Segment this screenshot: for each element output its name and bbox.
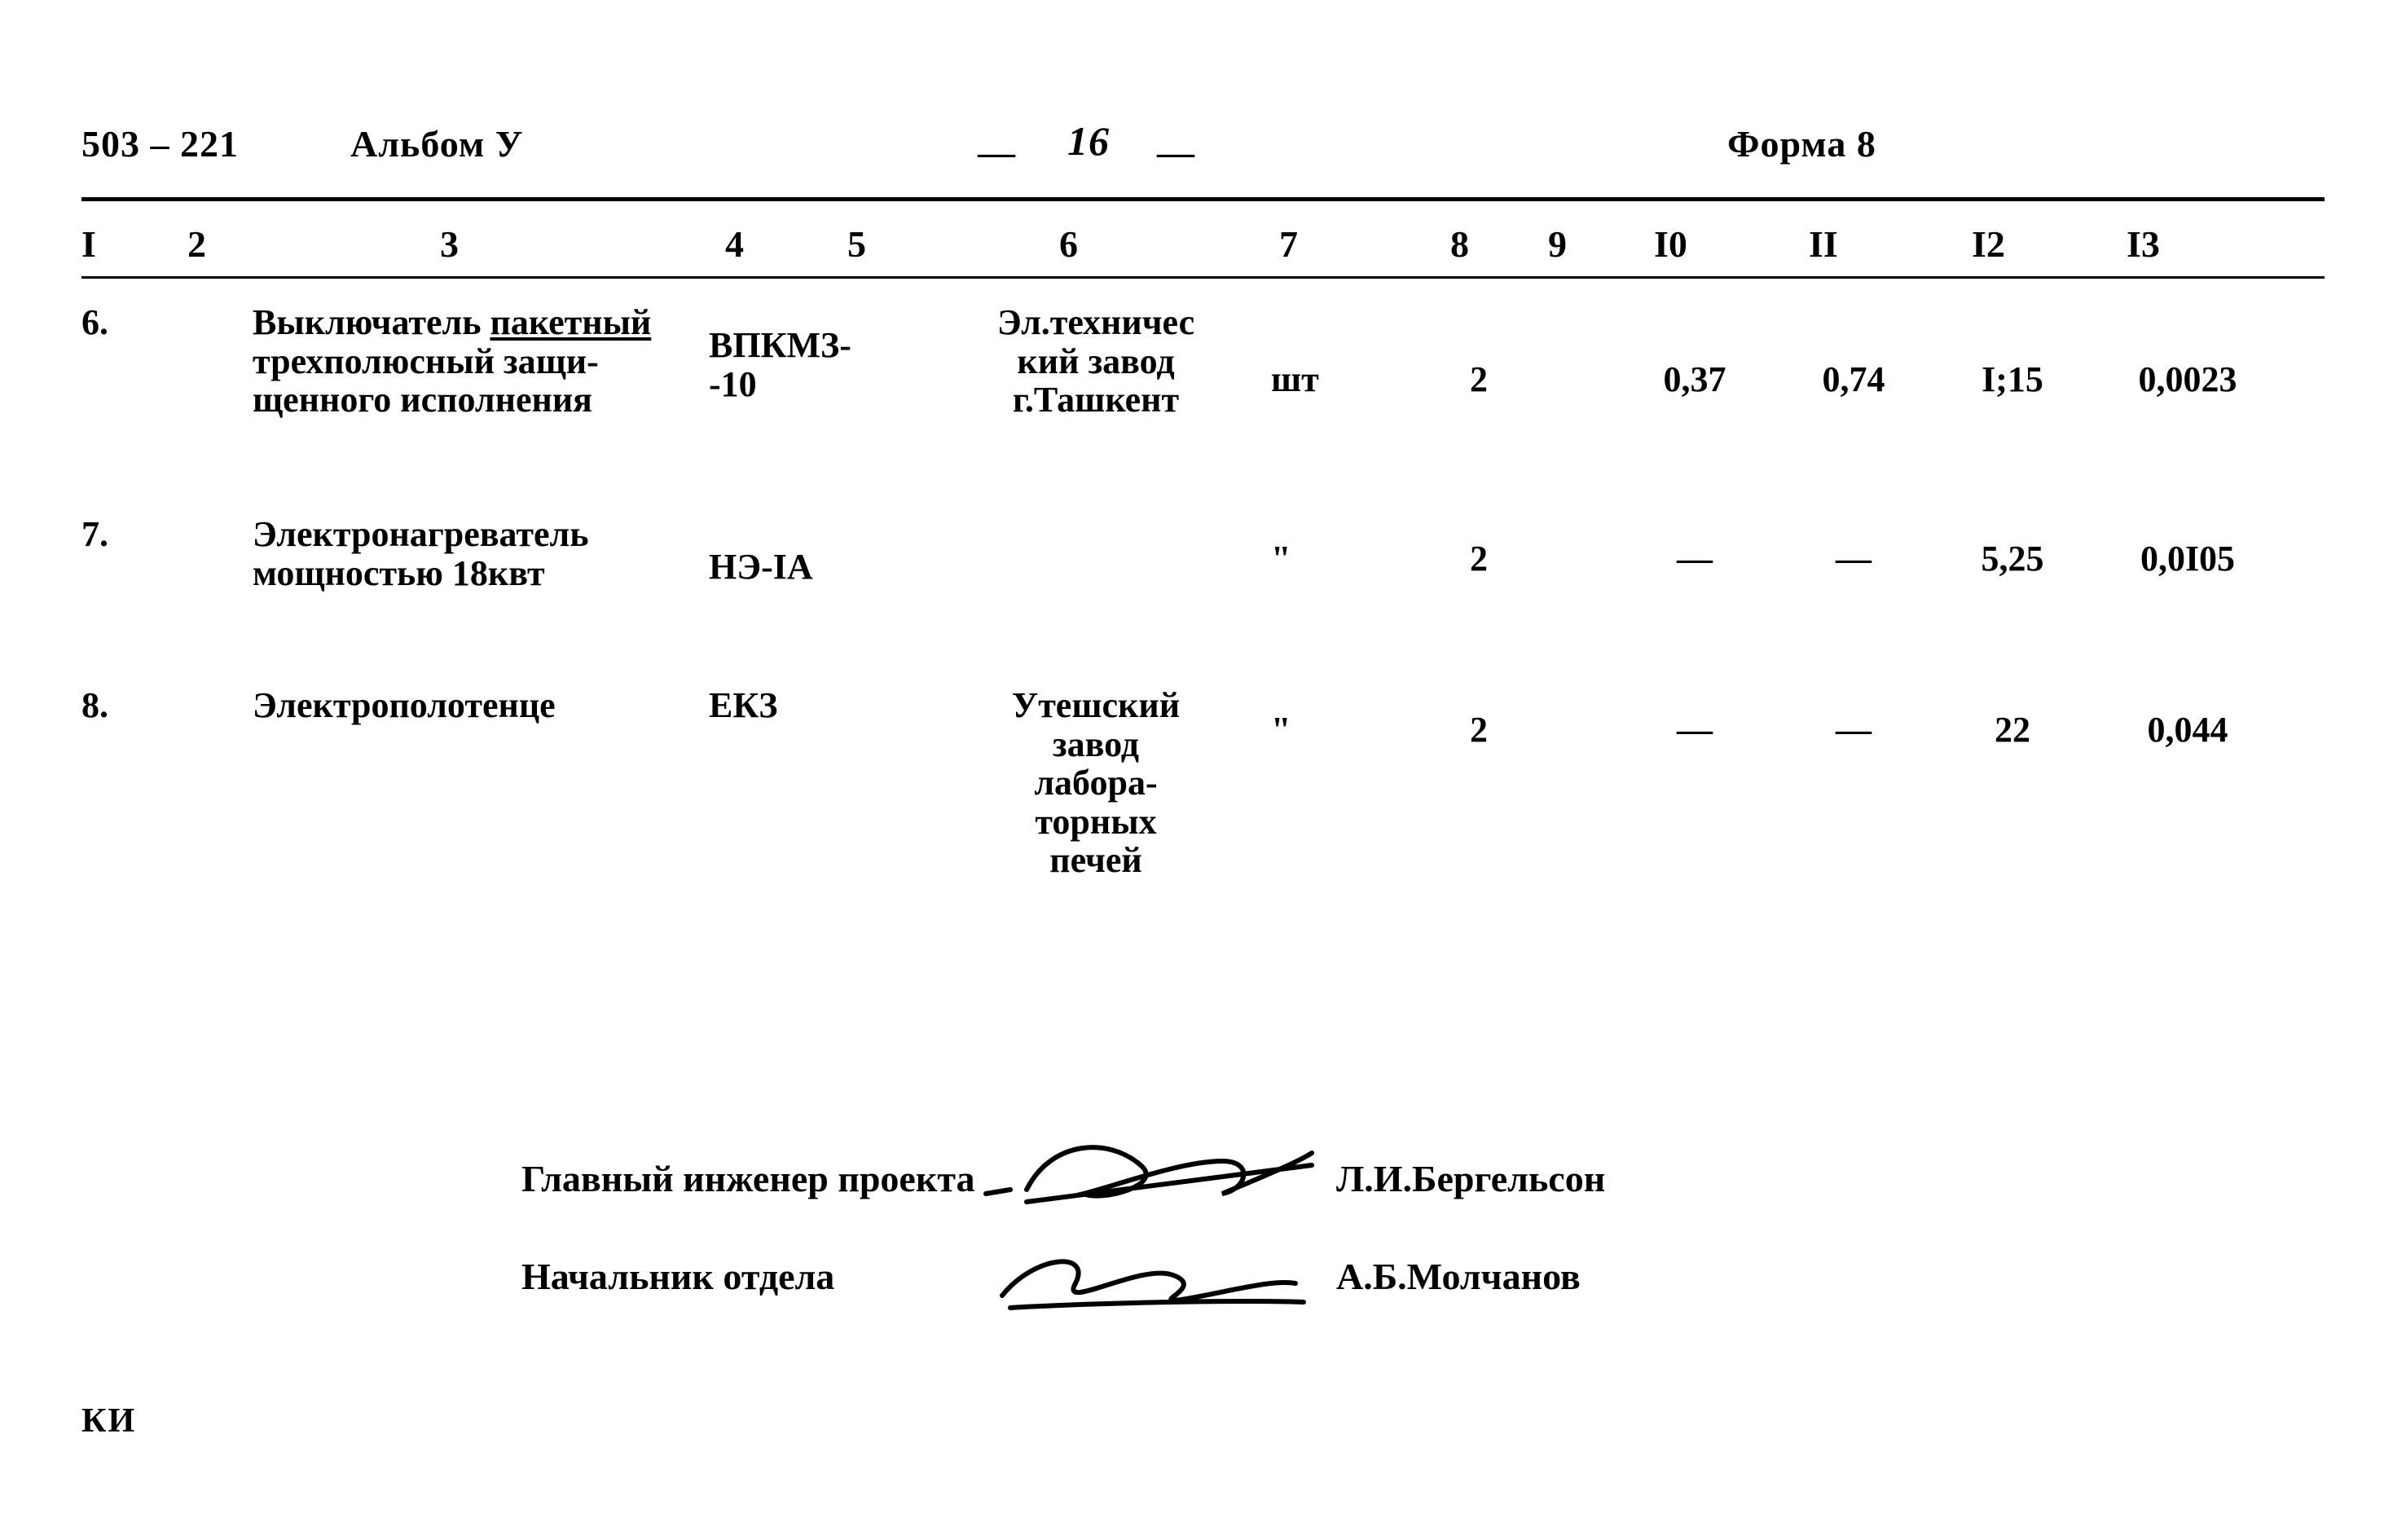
col-9: 9 — [1548, 222, 1567, 266]
col10-val: — — [1630, 539, 1760, 579]
item-name: Электрополотенце — [253, 686, 709, 725]
rule-top — [81, 197, 2325, 201]
signature-icon — [978, 1116, 1320, 1222]
col-13: I3 — [2127, 222, 2160, 266]
col-12: I2 — [1972, 222, 2005, 266]
col10-val: — — [1630, 711, 1760, 750]
album-label: Альбом У — [350, 122, 523, 165]
col-11: II — [1809, 222, 1838, 266]
col-6: 6 — [1059, 222, 1078, 266]
item-maker: Утешскийзаводлабора-торныхпечей — [945, 686, 1247, 880]
col13-val: 0,0I05 — [2094, 539, 2281, 579]
item-name: Выключатель пакетныйтрехполюсный защи-ще… — [253, 303, 709, 420]
row-number: 6. — [81, 303, 171, 342]
page-number: 16 — [1067, 117, 1110, 165]
col10-val: 0,37 — [1630, 360, 1760, 399]
col-4: 4 — [725, 222, 744, 266]
col-5: 5 — [847, 222, 866, 266]
row-number: 7. — [81, 515, 171, 554]
item-name: Электронагревательмощностью 18квт — [253, 515, 709, 592]
col12-val: 22 — [1947, 711, 2078, 750]
item-maker: Эл.технический заводг.Ташкент — [945, 303, 1247, 420]
col12-val: I;15 — [1947, 360, 2078, 399]
unit: " — [1271, 539, 1369, 579]
document-page: 503 – 221 Альбом У — 16 — Форма 8 I 2 3 … — [0, 0, 2406, 1540]
footer-mark: КИ — [81, 1401, 136, 1441]
table-row: 8. Электрополотенце ЕКЗ Утешскийзаводлаб… — [81, 686, 2325, 931]
col-2: 2 — [187, 222, 206, 266]
qty: 2 — [1442, 539, 1515, 579]
unit: шт — [1271, 360, 1369, 399]
col13-val: 0,0023 — [2094, 360, 2281, 399]
signature-icon — [978, 1222, 1320, 1328]
dash-icon: — — [978, 130, 1016, 174]
form-number: Форма 8 — [1727, 122, 1876, 165]
qty: 2 — [1442, 711, 1515, 750]
col11-val: — — [1784, 711, 1923, 750]
col11-val: — — [1784, 539, 1923, 579]
item-type: ЕКЗ — [709, 686, 888, 725]
col-3: 3 — [440, 222, 459, 266]
unit: " — [1271, 711, 1369, 750]
item-type: ВПКМЗ--10 — [709, 326, 888, 403]
dash-icon: — — [1157, 130, 1195, 174]
col12-val: 5,25 — [1947, 539, 2078, 579]
item-type: НЭ-IА — [709, 548, 888, 587]
rule-under-heads — [81, 276, 2325, 279]
col13-val: 0,044 — [2094, 711, 2281, 750]
signature-row: Начальник отдела А.Б.Молчанов — [521, 1255, 1010, 1353]
col-7: 7 — [1279, 222, 1298, 266]
signature-role: Начальник отдела — [521, 1255, 1010, 1298]
table-row: 7. Электронагревательмощностью 18квт НЭ-… — [81, 515, 2325, 629]
signature-name: Л.И.Бергельсон — [1336, 1157, 1605, 1200]
signature-role: Главный инженер проекта — [521, 1157, 1010, 1200]
page-header: 503 – 221 Альбом У — 16 — Форма 8 — [81, 122, 2325, 179]
row-number: 8. — [81, 686, 171, 725]
col-1: I — [81, 222, 96, 266]
signature-name: А.Б.Молчанов — [1336, 1255, 1581, 1298]
col-10: I0 — [1654, 222, 1687, 266]
table-row: 6. Выключатель пакетныйтрехполюсный защи… — [81, 303, 2325, 466]
col11-val: 0,74 — [1784, 360, 1923, 399]
signature-row: Главный инженер проекта Л.И.Бергельсон — [521, 1157, 1010, 1255]
doc-code: 503 – 221 — [81, 122, 239, 165]
col-8: 8 — [1450, 222, 1469, 266]
column-headers: I 2 3 4 5 6 7 8 9 I0 II I2 I3 — [81, 211, 2325, 276]
qty: 2 — [1442, 360, 1515, 399]
signature-block: Главный инженер проекта Л.И.Бергельсон Н… — [521, 1157, 1010, 1353]
